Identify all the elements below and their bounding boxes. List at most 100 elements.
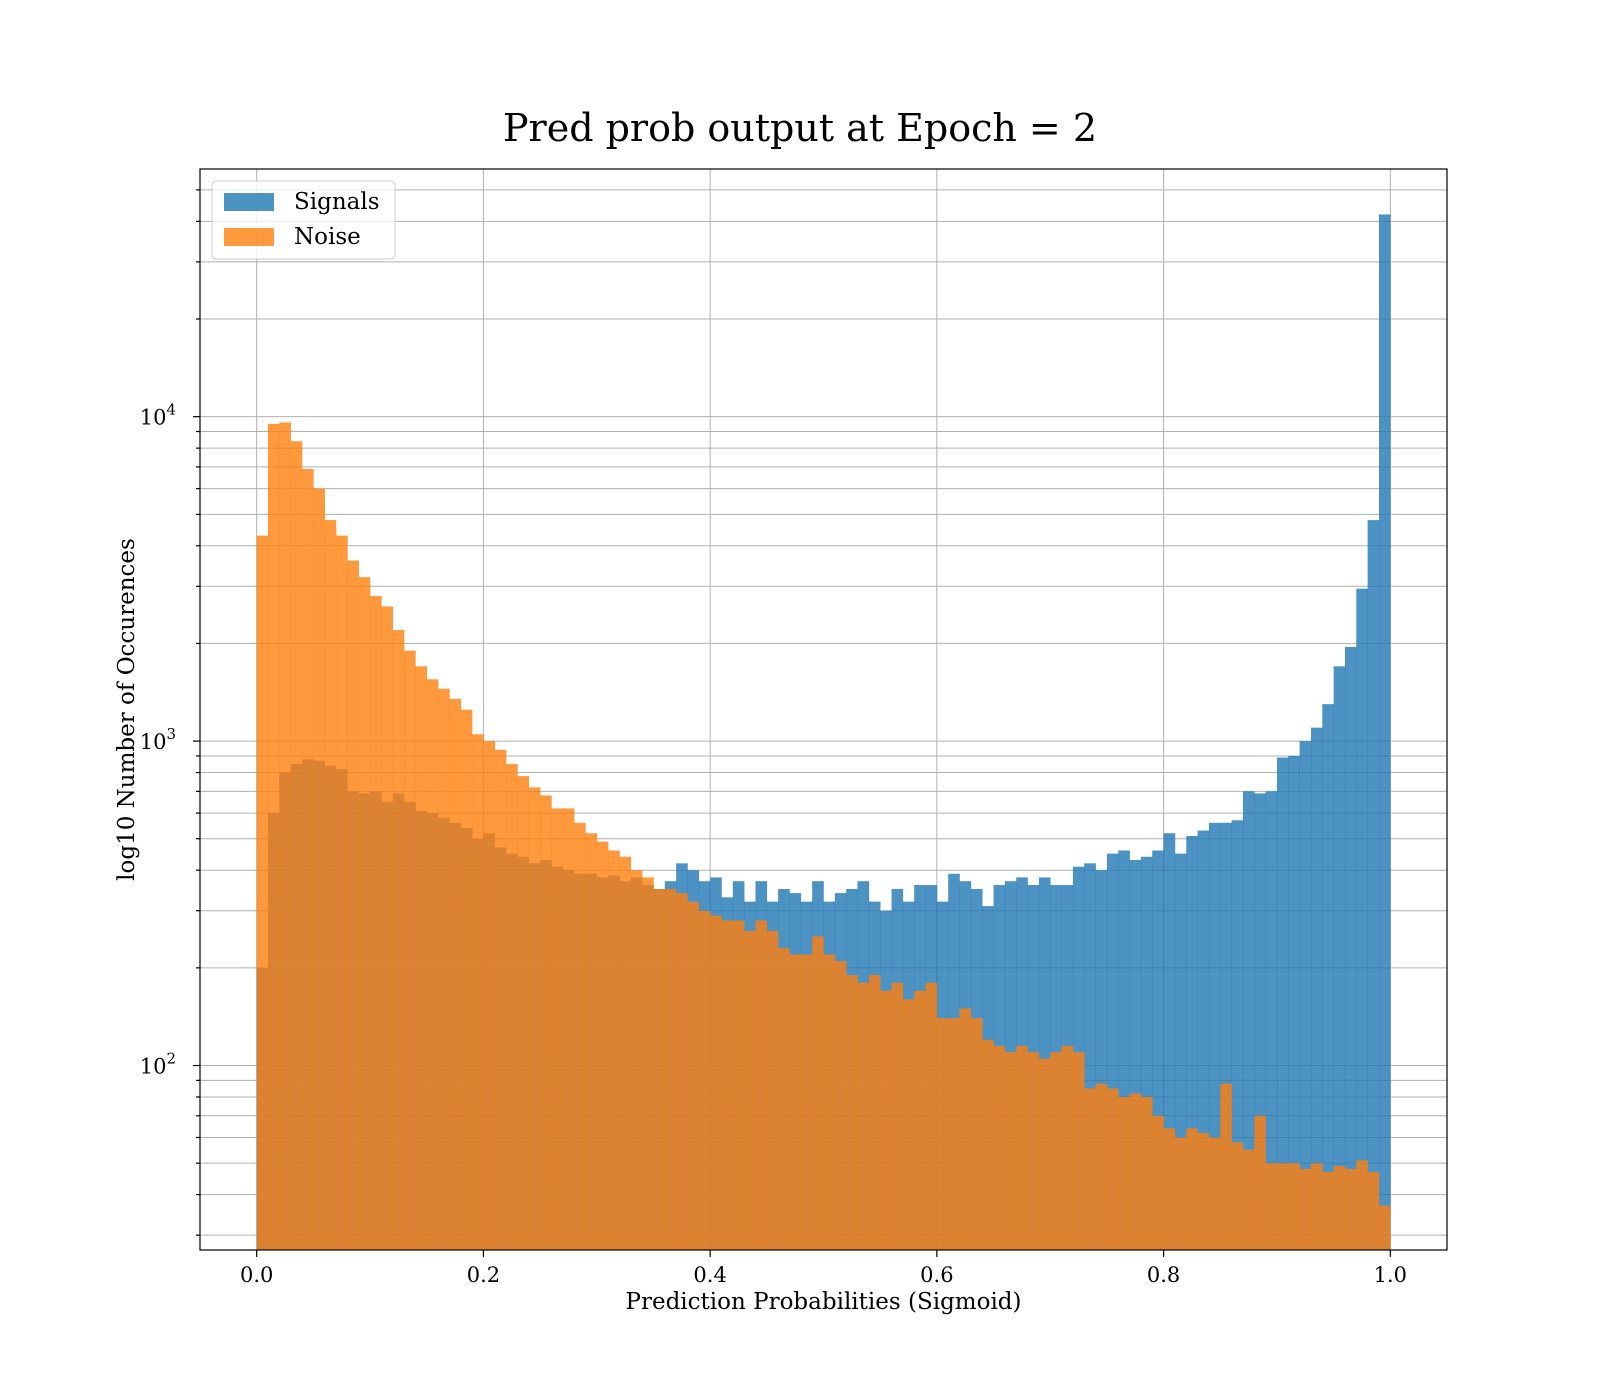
noise-bar — [1242, 1149, 1255, 1250]
signals-bar — [1197, 830, 1210, 1250]
noise-bar — [1095, 1083, 1108, 1250]
noise-bar — [1129, 1093, 1142, 1250]
chart-title: Pred prob output at Epoch = 2 — [503, 106, 1097, 150]
y-tick-label: 103 — [140, 725, 176, 754]
noise-bar — [1299, 1168, 1312, 1250]
noise-bar — [664, 889, 677, 1250]
noise-bar — [1231, 1142, 1244, 1250]
series-noise — [256, 422, 1391, 1250]
noise-bar — [1004, 1052, 1017, 1250]
x-tick-label: 0.8 — [1147, 1263, 1180, 1287]
noise-bar — [585, 833, 598, 1250]
legend-swatch-noise — [224, 228, 274, 246]
noise-bar — [302, 468, 314, 1250]
noise-bar — [517, 776, 530, 1250]
noise-bar — [381, 606, 394, 1250]
noise-bar — [415, 666, 428, 1250]
noise-bar — [1038, 1058, 1051, 1250]
noise-bar — [1288, 1163, 1300, 1250]
noise-bar — [948, 1018, 960, 1250]
noise-bar — [290, 441, 303, 1250]
noise-bar — [1197, 1132, 1210, 1250]
noise-bar — [800, 954, 813, 1250]
noise-bar — [846, 975, 858, 1250]
noise-bar — [472, 734, 484, 1250]
noise-bar — [347, 560, 360, 1250]
noise-bar — [1333, 1166, 1346, 1250]
y-axis-label: log10 Number of Occurences — [114, 538, 140, 881]
noise-bar — [1072, 1052, 1085, 1250]
noise-bar — [1208, 1137, 1221, 1250]
noise-bar — [1322, 1171, 1334, 1250]
y-tick-label: 102 — [140, 1050, 176, 1079]
noise-bar — [1106, 1088, 1119, 1250]
x-tick-label: 0.4 — [693, 1263, 726, 1287]
noise-bar — [766, 930, 779, 1250]
x-tick-label: 0.6 — [920, 1263, 953, 1287]
noise-bar — [868, 975, 881, 1250]
noise-bar — [370, 596, 382, 1250]
noise-bar — [687, 901, 700, 1250]
signals-bar — [1186, 835, 1198, 1250]
noise-bar — [630, 870, 643, 1250]
signals-bar — [1163, 833, 1176, 1250]
noise-bar — [755, 920, 768, 1250]
legend-swatch-signals — [224, 193, 274, 211]
noise-bar — [596, 841, 609, 1250]
noise-bar — [1265, 1163, 1278, 1250]
noise-bar — [1356, 1160, 1368, 1250]
signals-bar — [1242, 791, 1255, 1250]
noise-bar — [642, 877, 654, 1250]
signals-bar — [1129, 860, 1142, 1250]
noise-bar — [1152, 1115, 1164, 1250]
x-axis-label: Prediction Probabilities (Sigmoid) — [626, 1289, 1022, 1315]
y-tick-label: 104 — [140, 401, 176, 430]
noise-bar — [732, 920, 745, 1250]
noise-bar — [744, 930, 756, 1250]
noise-bar — [313, 488, 325, 1250]
signals-bar — [1174, 853, 1187, 1250]
legend-label-signals: Signals — [294, 189, 380, 215]
noise-bar — [358, 577, 371, 1250]
noise-bar — [460, 709, 473, 1250]
noise-bar — [336, 535, 348, 1250]
noise-bar — [778, 948, 790, 1250]
x-axis-ticks: 0.0 0.2 0.4 0.6 0.8 1.0 — [240, 1250, 1407, 1287]
signals-bar — [1254, 793, 1266, 1250]
noise-bar — [1174, 1137, 1187, 1250]
noise-bar — [823, 954, 836, 1250]
noise-bar — [1186, 1128, 1198, 1250]
noise-bar — [574, 822, 586, 1250]
noise-bar — [1140, 1096, 1153, 1250]
noise-bar — [914, 990, 926, 1250]
signals-bar — [1084, 863, 1096, 1250]
legend: Signals Noise — [211, 180, 396, 260]
noise-bar — [1254, 1115, 1266, 1250]
noise-bar — [676, 893, 688, 1250]
signals-bar — [1095, 870, 1108, 1250]
noise-bar — [449, 698, 462, 1250]
noise-bar — [1016, 1045, 1028, 1250]
noise-bar — [1118, 1096, 1130, 1250]
noise-bar — [483, 741, 496, 1250]
signals-bar — [1333, 666, 1346, 1250]
noise-bar — [1378, 1205, 1391, 1250]
noise-bar — [1050, 1052, 1062, 1250]
noise-bar — [540, 795, 552, 1250]
noise-bar — [902, 999, 915, 1250]
legend-label-noise: Noise — [294, 224, 361, 250]
noise-bar — [551, 808, 564, 1250]
signals-bar — [1367, 520, 1380, 1250]
noise-bar — [562, 808, 575, 1250]
signals-bar — [1118, 850, 1130, 1250]
histogram-bars — [256, 214, 1391, 1250]
noise-bar — [1310, 1163, 1323, 1250]
signals-bar — [1220, 822, 1232, 1250]
noise-bar — [426, 679, 439, 1250]
plot-area-frame — [199, 168, 1448, 1251]
noise-bar — [1061, 1045, 1074, 1250]
noise-bar — [891, 982, 904, 1250]
noise-bar — [268, 423, 280, 1250]
signals-bar — [1152, 850, 1164, 1250]
